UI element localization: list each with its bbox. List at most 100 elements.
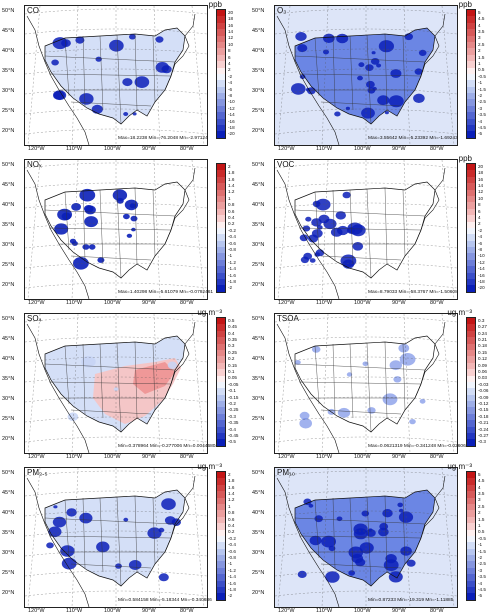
longitude-label: 80°W xyxy=(430,454,444,460)
latitude-gridline xyxy=(25,550,207,557)
colorbar-tick-label: -0.35 xyxy=(228,420,239,426)
colorbar-tick-label: 2 xyxy=(228,471,231,477)
latitude-label: 35°N xyxy=(252,68,265,74)
latitude-gridline xyxy=(275,8,457,15)
state-boundary xyxy=(332,497,336,569)
colorbar-tick-label: 1.4 xyxy=(228,490,235,496)
longitude-gridline xyxy=(277,6,291,145)
colorbar-tick-label: 2 xyxy=(478,510,481,516)
colorbar-tick-label: -1.2 xyxy=(228,567,236,573)
negative-hotspot xyxy=(297,570,307,578)
colorbar-tick-label: 1.4 xyxy=(228,182,235,188)
colorbar-tick-label: -3.5 xyxy=(478,574,486,580)
panel-title: CO xyxy=(27,6,39,15)
state-boundary xyxy=(44,517,176,525)
colorbar-cell xyxy=(467,439,475,446)
colorbar-tick-label: -4.5 xyxy=(478,586,486,592)
colorbar-tick-label: 1.2 xyxy=(228,497,235,503)
latitude-gridline xyxy=(25,282,207,289)
latitude-label: 25°N xyxy=(252,416,265,422)
colorbar-cell xyxy=(217,343,225,350)
negative-hotspot xyxy=(299,234,309,242)
colorbar-cell xyxy=(467,80,475,87)
longitude-gridline xyxy=(27,160,41,299)
colorbar-cell xyxy=(467,420,475,427)
unit-label: ug m⁻³ xyxy=(197,462,222,471)
colorbar-tick-label: -0.05 xyxy=(228,381,239,387)
colorbar-tick-label: -16 xyxy=(228,118,235,124)
negative-hotspot xyxy=(95,56,102,62)
latitude-label: 30°N xyxy=(2,396,15,402)
negative-hotspot xyxy=(314,515,323,523)
negative-hotspot xyxy=(54,223,69,235)
negative-hotspot xyxy=(346,372,353,377)
longitude-gridline xyxy=(441,6,455,145)
negative-hotspot xyxy=(309,258,316,263)
colorbar xyxy=(216,471,226,601)
latitude-label: 35°N xyxy=(252,376,265,382)
negative-hotspot xyxy=(123,213,130,220)
longitude-label: 90°W xyxy=(392,146,406,152)
latitude-gridline xyxy=(275,162,457,169)
colorbar-tick-label: 0.21 xyxy=(478,336,487,342)
colorbar-cell xyxy=(217,349,225,357)
colorbar-cell xyxy=(217,369,225,376)
state-boundary xyxy=(99,497,104,573)
latitude-gridline xyxy=(275,68,457,75)
colorbar-tick-label: 0.5 xyxy=(228,317,235,323)
latitude-label: 50°N xyxy=(252,8,265,14)
colorbar-tick-label: -0.12 xyxy=(478,400,489,406)
negative-hotspot xyxy=(84,205,96,215)
country-outline xyxy=(44,335,186,433)
state-boundary xyxy=(298,227,422,231)
negative-hotspot xyxy=(122,78,133,87)
colorbar-cell xyxy=(217,86,225,94)
colorbar-cell xyxy=(217,176,225,184)
state-boundary xyxy=(134,33,138,111)
negative-hotspot xyxy=(73,257,89,270)
longitude-gridline xyxy=(191,314,205,453)
colorbar-cell xyxy=(217,99,225,106)
latitude-label: 30°N xyxy=(2,242,15,248)
state-boundary xyxy=(82,35,86,107)
longitude-label: 120°W xyxy=(28,146,45,152)
colorbar-cell xyxy=(467,215,475,222)
negative-hotspot xyxy=(367,87,376,94)
colorbar-tick-label: 8 xyxy=(478,202,481,208)
state-boundary xyxy=(134,495,138,573)
state-boundary xyxy=(298,535,422,539)
colorbar-cell xyxy=(217,170,225,177)
negative-hotspot xyxy=(82,244,90,250)
state-boundary xyxy=(349,343,354,419)
colorbar-tick-label: -1.4 xyxy=(228,266,236,272)
map-panel: VOC ppb Max=8.79033 Min=-58.3767 Mn=-1.506… xyxy=(250,154,500,308)
negative-hotspot xyxy=(295,32,307,41)
longitude-gridline xyxy=(277,468,291,607)
colorbar-tick-label: -0.24 xyxy=(478,426,489,432)
colorbar-cell xyxy=(217,183,225,190)
colorbar-tick-label: 0.12 xyxy=(478,356,487,362)
latitude-label: 40°N xyxy=(2,48,15,54)
colorbar-cell xyxy=(217,433,225,440)
colorbar-cell xyxy=(467,22,475,30)
negative-hotspot xyxy=(81,356,96,368)
longitude-label: 100°W xyxy=(104,608,121,614)
negative-hotspot xyxy=(404,33,413,41)
colorbar-tick-label: -10 xyxy=(228,99,235,105)
colorbar-tick-label: -0.3 xyxy=(478,439,486,445)
longitude-label: 80°W xyxy=(180,608,194,614)
colorbar-tick-label: 0.2 xyxy=(228,356,235,362)
state-boundary xyxy=(402,35,406,103)
latitude-gridline xyxy=(275,470,457,477)
longitude-gridline xyxy=(191,468,205,607)
map-panel: PM₂.₅ ug m⁻³ Min=0.584158 Min=-5.18344 Mn=… xyxy=(0,462,250,616)
state-boundary xyxy=(320,255,402,261)
negative-hotspot xyxy=(399,353,416,366)
map-plot xyxy=(25,160,207,299)
longitude-gridline xyxy=(153,6,161,145)
negative-hotspot xyxy=(384,111,389,115)
coastline xyxy=(414,321,446,399)
stats-label: Min=0.584158 Min=-5.18344 Mn=-0.340686 xyxy=(118,598,212,603)
map-panel: NOₓ Max=1.40298 Min=-5.61079 Mn=-0.079246… xyxy=(0,154,250,308)
colorbar-tick-label: 5 xyxy=(478,9,481,15)
